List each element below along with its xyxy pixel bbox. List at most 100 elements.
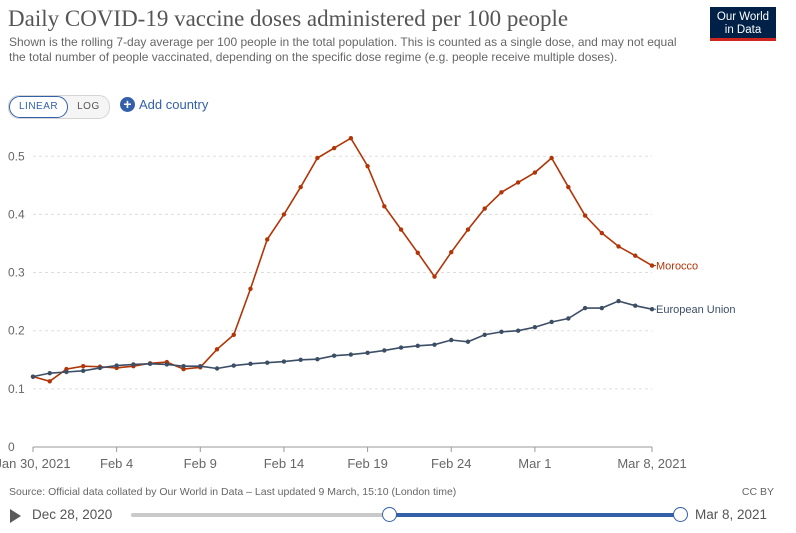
- data-point: [114, 363, 119, 368]
- data-point: [599, 230, 605, 236]
- timeline-start-handle[interactable]: [382, 507, 398, 522]
- data-point: [248, 361, 253, 367]
- data-point: [549, 319, 554, 325]
- data-point: [582, 305, 588, 311]
- data-point: [348, 352, 354, 357]
- data-point: [415, 250, 420, 255]
- data-point: [432, 274, 437, 279]
- data-point: [515, 328, 521, 333]
- chart-subtitle: Shown is the rolling 7-day average per 1…: [9, 35, 677, 64]
- x-tick-label: Feb 14: [264, 456, 304, 471]
- logo-line-2: in Data: [724, 24, 762, 36]
- x-tick-label: Mar 8, 2021: [617, 456, 686, 471]
- data-point: [549, 155, 554, 161]
- data-point: [147, 361, 153, 367]
- data-point: [348, 136, 354, 141]
- data-point: [499, 329, 504, 335]
- timeline-end-date: Mar 8, 2021: [695, 507, 768, 522]
- x-tick-label: Jan 30, 2021: [0, 456, 71, 471]
- series-line: [32, 300, 653, 378]
- y-tick-label: 0.1: [8, 382, 25, 396]
- log-scale-button[interactable]: LOG: [77, 101, 100, 112]
- data-point: [365, 350, 370, 355]
- y-tick-label: 0.3: [8, 266, 25, 280]
- timeline-range-fill: [389, 513, 680, 517]
- timeline: Dec 28, 2020 Mar 8, 2021: [0, 503, 796, 529]
- data-point: [398, 227, 404, 232]
- data-point: [532, 325, 538, 330]
- data-point: [315, 356, 320, 362]
- data-point: [80, 368, 86, 374]
- data-point: [398, 345, 404, 350]
- y-tick-label: 0.4: [8, 207, 25, 221]
- x-tick-label: Feb 4: [100, 456, 133, 471]
- data-point: [47, 370, 52, 376]
- timeline-end-handle[interactable]: [673, 507, 688, 522]
- data-point: [449, 250, 454, 255]
- x-tick-label: Feb 19: [347, 456, 387, 471]
- data-point: [499, 190, 504, 195]
- scale-toggle[interactable]: LINEAR LOG: [8, 95, 110, 119]
- y-tick-label: 0: [8, 440, 15, 454]
- data-point: [231, 332, 236, 337]
- y-tick-label: 0.5: [8, 149, 25, 163]
- license-link[interactable]: CC BY: [741, 486, 774, 498]
- data-point: [599, 305, 605, 311]
- data-point: [64, 369, 69, 375]
- add-country-label: Add country: [139, 97, 209, 112]
- linear-scale-button[interactable]: LINEAR: [9, 96, 69, 118]
- data-point: [181, 363, 186, 369]
- data-point: [649, 263, 655, 268]
- data-point: [432, 342, 437, 347]
- data-point: [265, 360, 270, 365]
- data-point: [80, 363, 86, 369]
- data-point: [331, 145, 337, 151]
- timeline-start-date: Dec 28, 2020: [32, 507, 113, 522]
- data-point: [515, 180, 521, 185]
- data-point: [566, 316, 571, 321]
- data-point: [633, 253, 638, 258]
- x-tick-label: Mar 1: [518, 456, 551, 471]
- owid-logo[interactable]: Our World in Data: [710, 7, 776, 41]
- data-point: [566, 184, 571, 190]
- data-point: [198, 363, 203, 369]
- logo-line-1: Our World: [716, 11, 770, 23]
- data-point: [331, 353, 337, 358]
- data-point: [298, 184, 303, 190]
- data-point: [465, 227, 471, 232]
- x-tick-label: Feb 9: [184, 456, 217, 471]
- data-point: [131, 362, 136, 367]
- series-label: Morocco: [656, 261, 698, 273]
- y-tick-label: 0.2: [8, 324, 25, 338]
- plus-icon: +: [120, 97, 135, 112]
- data-point: [97, 365, 103, 371]
- play-icon[interactable]: [10, 509, 21, 523]
- data-point: [415, 343, 420, 349]
- data-point: [281, 212, 287, 217]
- x-tick-label: Feb 24: [431, 456, 471, 471]
- data-point: [649, 306, 655, 312]
- data-point: [382, 204, 387, 209]
- data-point: [633, 303, 638, 308]
- add-country-button[interactable]: + Add country: [120, 97, 208, 112]
- data-point: [315, 155, 320, 161]
- data-point: [281, 359, 287, 364]
- data-point: [231, 363, 236, 368]
- data-point: [532, 170, 538, 175]
- data-point: [482, 332, 487, 337]
- data-point: [482, 206, 487, 211]
- line-chart[interactable]: 0 0.1 0.2 0.3 0.4 0.5 Jan 30, 2021 Feb 4 Feb 9 Fe…: [0, 120, 796, 480]
- data-point: [465, 339, 471, 344]
- timeline-track[interactable]: [131, 507, 688, 522]
- data-point: [164, 362, 170, 367]
- data-point: [449, 337, 454, 343]
- data-point: [265, 237, 270, 242]
- source-note[interactable]: Source: Official data collated by Our Wo…: [9, 486, 457, 498]
- series-line: [32, 137, 653, 383]
- data-point: [382, 348, 387, 353]
- data-point: [616, 244, 621, 249]
- data-point: [248, 286, 253, 292]
- chart-title: Daily COVID-19 vaccine doses administere…: [8, 6, 569, 31]
- data-point: [214, 366, 220, 371]
- series-label: European Union: [656, 304, 736, 316]
